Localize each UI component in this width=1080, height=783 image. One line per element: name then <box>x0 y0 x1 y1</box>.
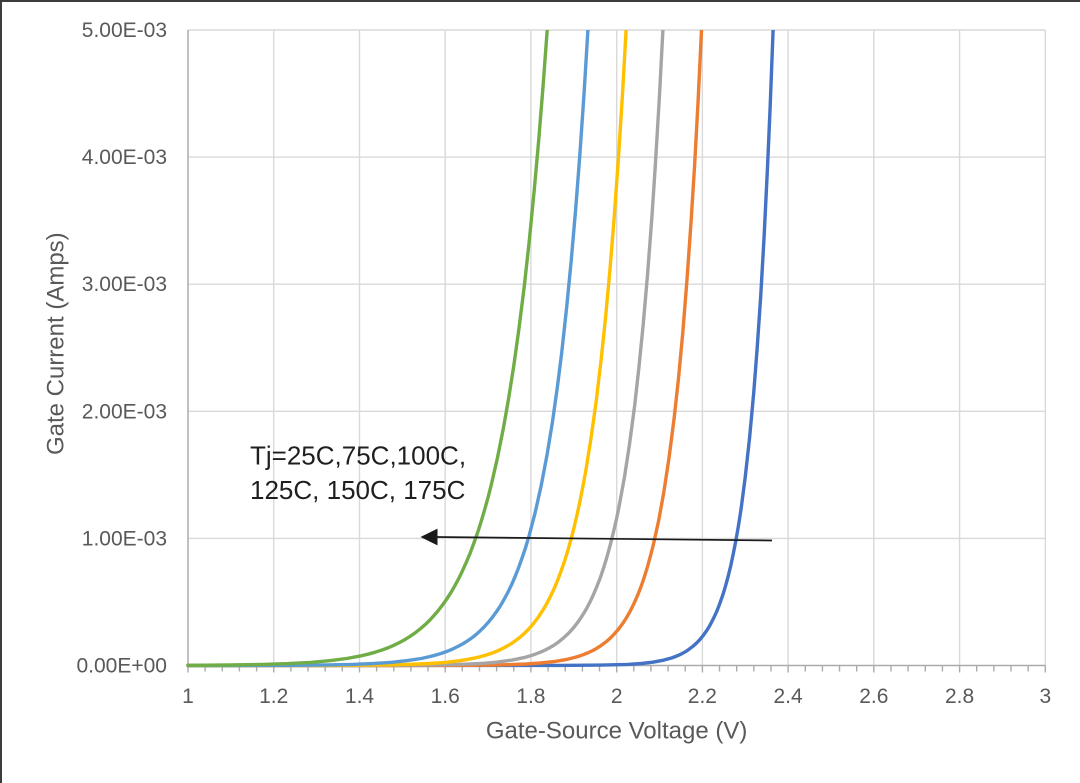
svg-text:Gate Current (Amps): Gate Current (Amps) <box>43 232 70 455</box>
svg-text:3.00E-03: 3.00E-03 <box>82 273 167 296</box>
svg-text:3: 3 <box>1039 685 1051 708</box>
svg-text:5.00E-03: 5.00E-03 <box>82 19 167 42</box>
svg-text:4.00E-03: 4.00E-03 <box>82 146 167 169</box>
svg-text:1: 1 <box>182 685 194 708</box>
svg-text:1.00E-03: 1.00E-03 <box>82 527 167 550</box>
svg-text:2.6: 2.6 <box>859 685 888 708</box>
svg-text:2.8: 2.8 <box>945 685 974 708</box>
svg-text:1.2: 1.2 <box>259 685 288 708</box>
svg-text:2.2: 2.2 <box>688 685 717 708</box>
svg-text:125C, 150C, 175C: 125C, 150C, 175C <box>250 475 465 505</box>
svg-text:Gate-Source Voltage (V): Gate-Source Voltage (V) <box>486 718 747 745</box>
svg-text:1.8: 1.8 <box>516 685 545 708</box>
svg-text:Tj=25C,75C,100C,: Tj=25C,75C,100C, <box>250 441 466 471</box>
svg-text:1.4: 1.4 <box>345 685 375 708</box>
svg-text:2.4: 2.4 <box>773 685 803 708</box>
svg-text:2.00E-03: 2.00E-03 <box>82 400 167 423</box>
svg-text:1.6: 1.6 <box>431 685 460 708</box>
svg-text:2: 2 <box>611 685 623 708</box>
svg-text:0.00E+00: 0.00E+00 <box>76 655 167 678</box>
